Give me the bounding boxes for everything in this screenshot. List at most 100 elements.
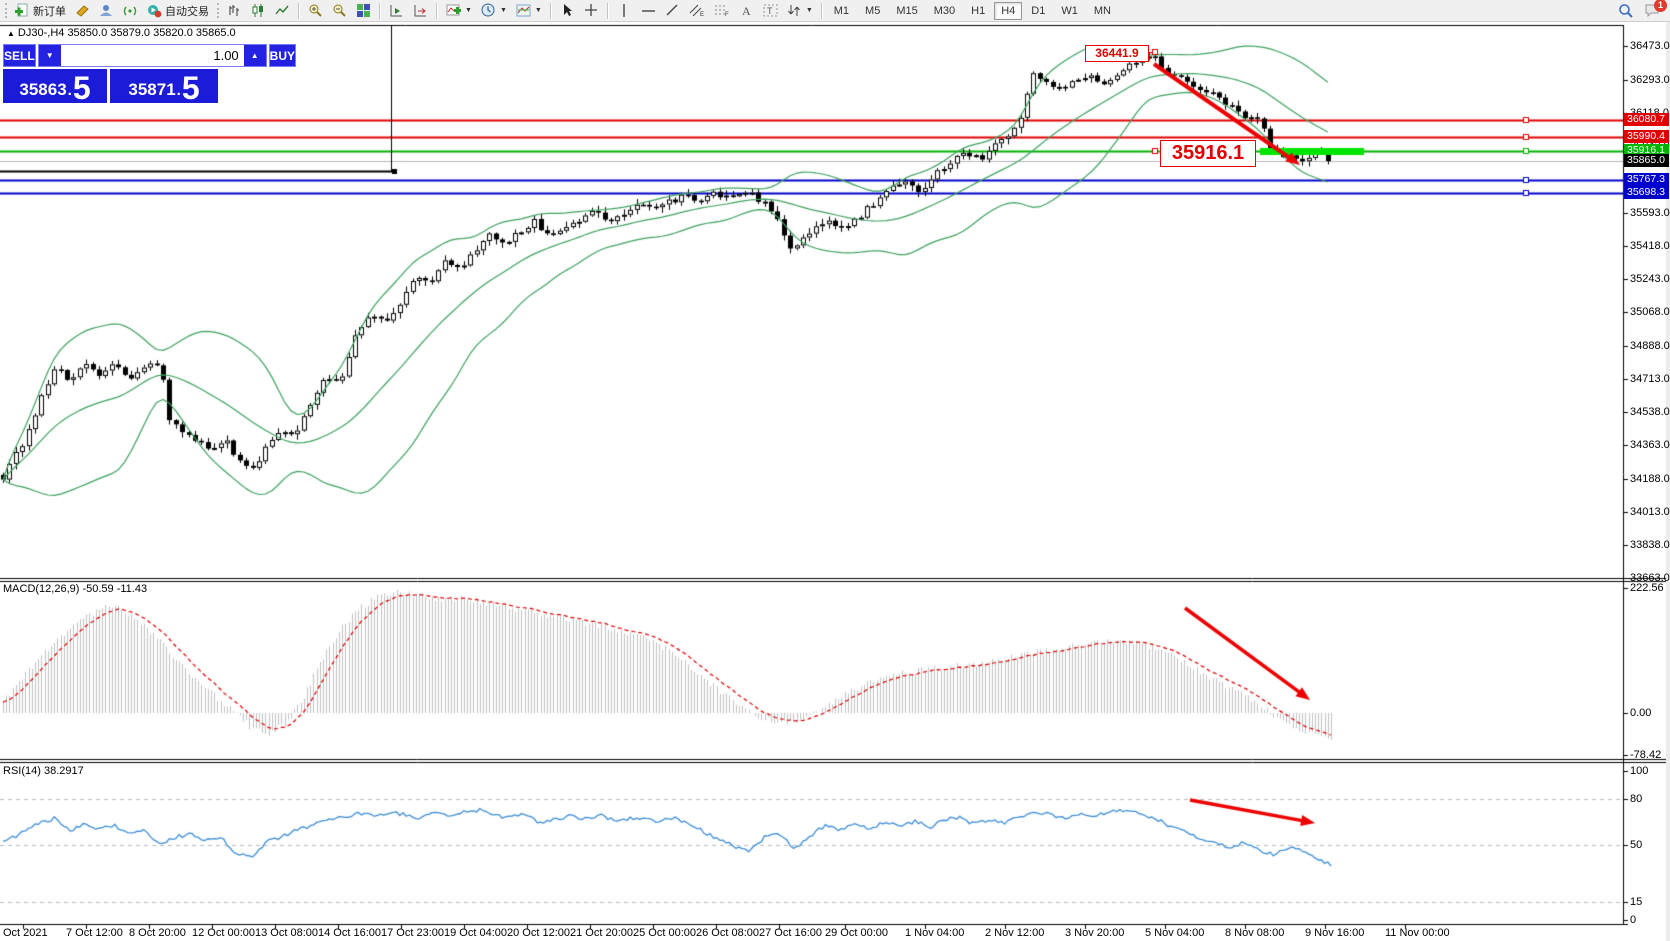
periods-icon — [481, 3, 495, 17]
price-point: . — [176, 82, 181, 99]
timeframe-button-MN[interactable]: MN — [1087, 2, 1118, 20]
sell-price-int: 35863 — [19, 80, 67, 99]
time-label: 21 Oct 20:00 — [570, 927, 633, 939]
timeframe-button-D1[interactable]: D1 — [1024, 2, 1052, 20]
macd-label: MACD(12,26,9) -50.59 -11.43 — [3, 583, 148, 595]
time-label: 1 Nov 04:00 — [905, 927, 965, 939]
text-button[interactable]: A — [735, 1, 758, 21]
window-edge-strip — [1666, 22, 1670, 941]
zoom-in-icon — [309, 4, 322, 17]
timeframe-button-M1[interactable]: M1 — [827, 2, 856, 20]
line-chart-button[interactable] — [271, 1, 294, 21]
time-label: 8 Oct 20:00 — [129, 927, 186, 939]
community-button[interactable] — [95, 1, 118, 21]
fibonacci-button[interactable]: F — [710, 1, 734, 21]
volume-stepper: ▼ ▲ — [37, 44, 267, 67]
toolbar-separator — [549, 2, 552, 19]
svg-text:E: E — [700, 12, 704, 18]
shapes-button[interactable]: ▼ — [783, 1, 817, 21]
zoom-out-button[interactable] — [328, 1, 351, 21]
community-icon — [100, 5, 112, 16]
time-label: 25 Oct 00:00 — [633, 927, 696, 939]
crosshair-icon — [584, 4, 597, 16]
macd-tick: 222.56 — [1630, 582, 1664, 594]
timeframe-button-M15[interactable]: M15 — [889, 2, 924, 20]
toolbar-separator — [298, 2, 300, 19]
toolbar-separator — [606, 2, 609, 19]
trendline-button[interactable] — [661, 1, 684, 21]
timeframe-button-M30[interactable]: M30 — [927, 2, 962, 20]
sell-price[interactable]: 35863. 5 — [3, 69, 107, 106]
equidistant-channel-icon: E — [689, 4, 704, 18]
label-button[interactable]: T — [759, 1, 782, 21]
time-label: 13 Oct 08:00 — [255, 927, 318, 939]
search-icon[interactable] — [1618, 3, 1634, 19]
auto-scroll-button[interactable] — [409, 1, 432, 21]
timeframe-button-H1[interactable]: H1 — [964, 2, 992, 20]
volume-input[interactable] — [60, 45, 244, 66]
chart-shift-icon — [390, 5, 402, 17]
volume-increase-button[interactable]: ▲ — [243, 45, 266, 66]
chart-shift-button[interactable] — [385, 1, 408, 21]
buy-price-int: 35871 — [128, 80, 176, 99]
charts-button[interactable] — [71, 1, 94, 21]
auto-trading-button[interactable]: 自动交易 — [143, 1, 213, 21]
buy-price[interactable]: 35871. 5 — [110, 69, 218, 104]
auto-scroll-icon — [414, 5, 426, 17]
cursor-icon — [563, 4, 572, 16]
chevron-down-icon: ▼ — [499, 7, 507, 14]
symbol-ohlc-text: DJ30-,H4 35850.0 35879.0 35820.0 35865.0 — [17, 27, 236, 39]
timeframe-button-M5[interactable]: M5 — [858, 2, 887, 20]
peak-price-annotation[interactable]: 36441.9 — [1085, 45, 1149, 62]
toolbar-grip[interactable] — [5, 3, 7, 18]
price-point: . — [67, 82, 72, 99]
equidistant-channel-button[interactable]: E — [685, 1, 709, 21]
time-label: 29 Oct 00:00 — [825, 927, 888, 939]
timeframe-button-H4[interactable]: H4 — [994, 1, 1023, 20]
price-tick: 36473.0 — [1630, 40, 1670, 52]
crosshair-button[interactable] — [580, 1, 603, 21]
templates-icon — [516, 4, 531, 17]
price-tick: 34363.0 — [1630, 439, 1670, 451]
chat-button[interactable]: 1 — [1644, 0, 1667, 19]
toolbar-grip[interactable] — [217, 3, 219, 18]
sell-button[interactable]: SELL — [3, 44, 36, 67]
signals-button[interactable] — [119, 1, 142, 21]
volume-decrease-button[interactable]: ▼ — [38, 45, 61, 66]
tile-windows-icon — [357, 4, 370, 17]
signals-icon — [123, 6, 137, 16]
price-tick: 35068.0 — [1630, 306, 1670, 318]
price-tick: 35418.0 — [1630, 240, 1670, 252]
time-label: 5 Nov 04:00 — [1145, 927, 1205, 939]
new-order-button[interactable]: 新订单 — [11, 1, 70, 21]
sell-price-frac: 5 — [72, 69, 91, 106]
trendline-icon — [666, 4, 678, 16]
zoom-in-button[interactable] — [304, 1, 327, 21]
horizontal-line-button[interactable] — [637, 1, 660, 21]
periods-button[interactable]: ▼ — [477, 1, 511, 21]
horizontal-line-icon — [641, 10, 655, 12]
price-tick: 34538.0 — [1630, 406, 1670, 418]
price-tick: 34013.0 — [1630, 506, 1670, 518]
notification-badge: 1 — [1654, 0, 1667, 12]
timeframe-button-W1[interactable]: W1 — [1054, 2, 1085, 20]
vertical-line-button[interactable] — [613, 1, 636, 21]
time-label: 14 Oct 16:00 — [318, 927, 381, 939]
time-label: 7 Oct 12:00 — [66, 927, 123, 939]
rsi-tick: 100 — [1630, 765, 1649, 777]
one-click-trade-panel: SELL ▼ ▲ BUY 35863.5 35871.5 — [3, 44, 297, 106]
cursor-button[interactable] — [556, 1, 579, 21]
bar-chart-icon — [229, 5, 239, 16]
tile-windows-button[interactable] — [352, 1, 375, 21]
time-label: 20 Oct 12:00 — [507, 927, 570, 939]
bar-chart-button[interactable] — [223, 1, 246, 21]
key-level-annotation[interactable]: 35916.1 — [1160, 140, 1256, 167]
indicators-button[interactable]: ▼ — [442, 1, 476, 21]
symbol-header: ▲ DJ30-,H4 35850.0 35879.0 35820.0 35865.… — [7, 27, 236, 39]
candlestick-button[interactable] — [247, 1, 270, 21]
macd-tick: -78.42 — [1630, 749, 1662, 761]
price-badge: 35698.3 — [1624, 186, 1669, 199]
buy-button[interactable]: BUY — [268, 44, 297, 67]
templates-button[interactable]: ▼ — [512, 1, 546, 21]
